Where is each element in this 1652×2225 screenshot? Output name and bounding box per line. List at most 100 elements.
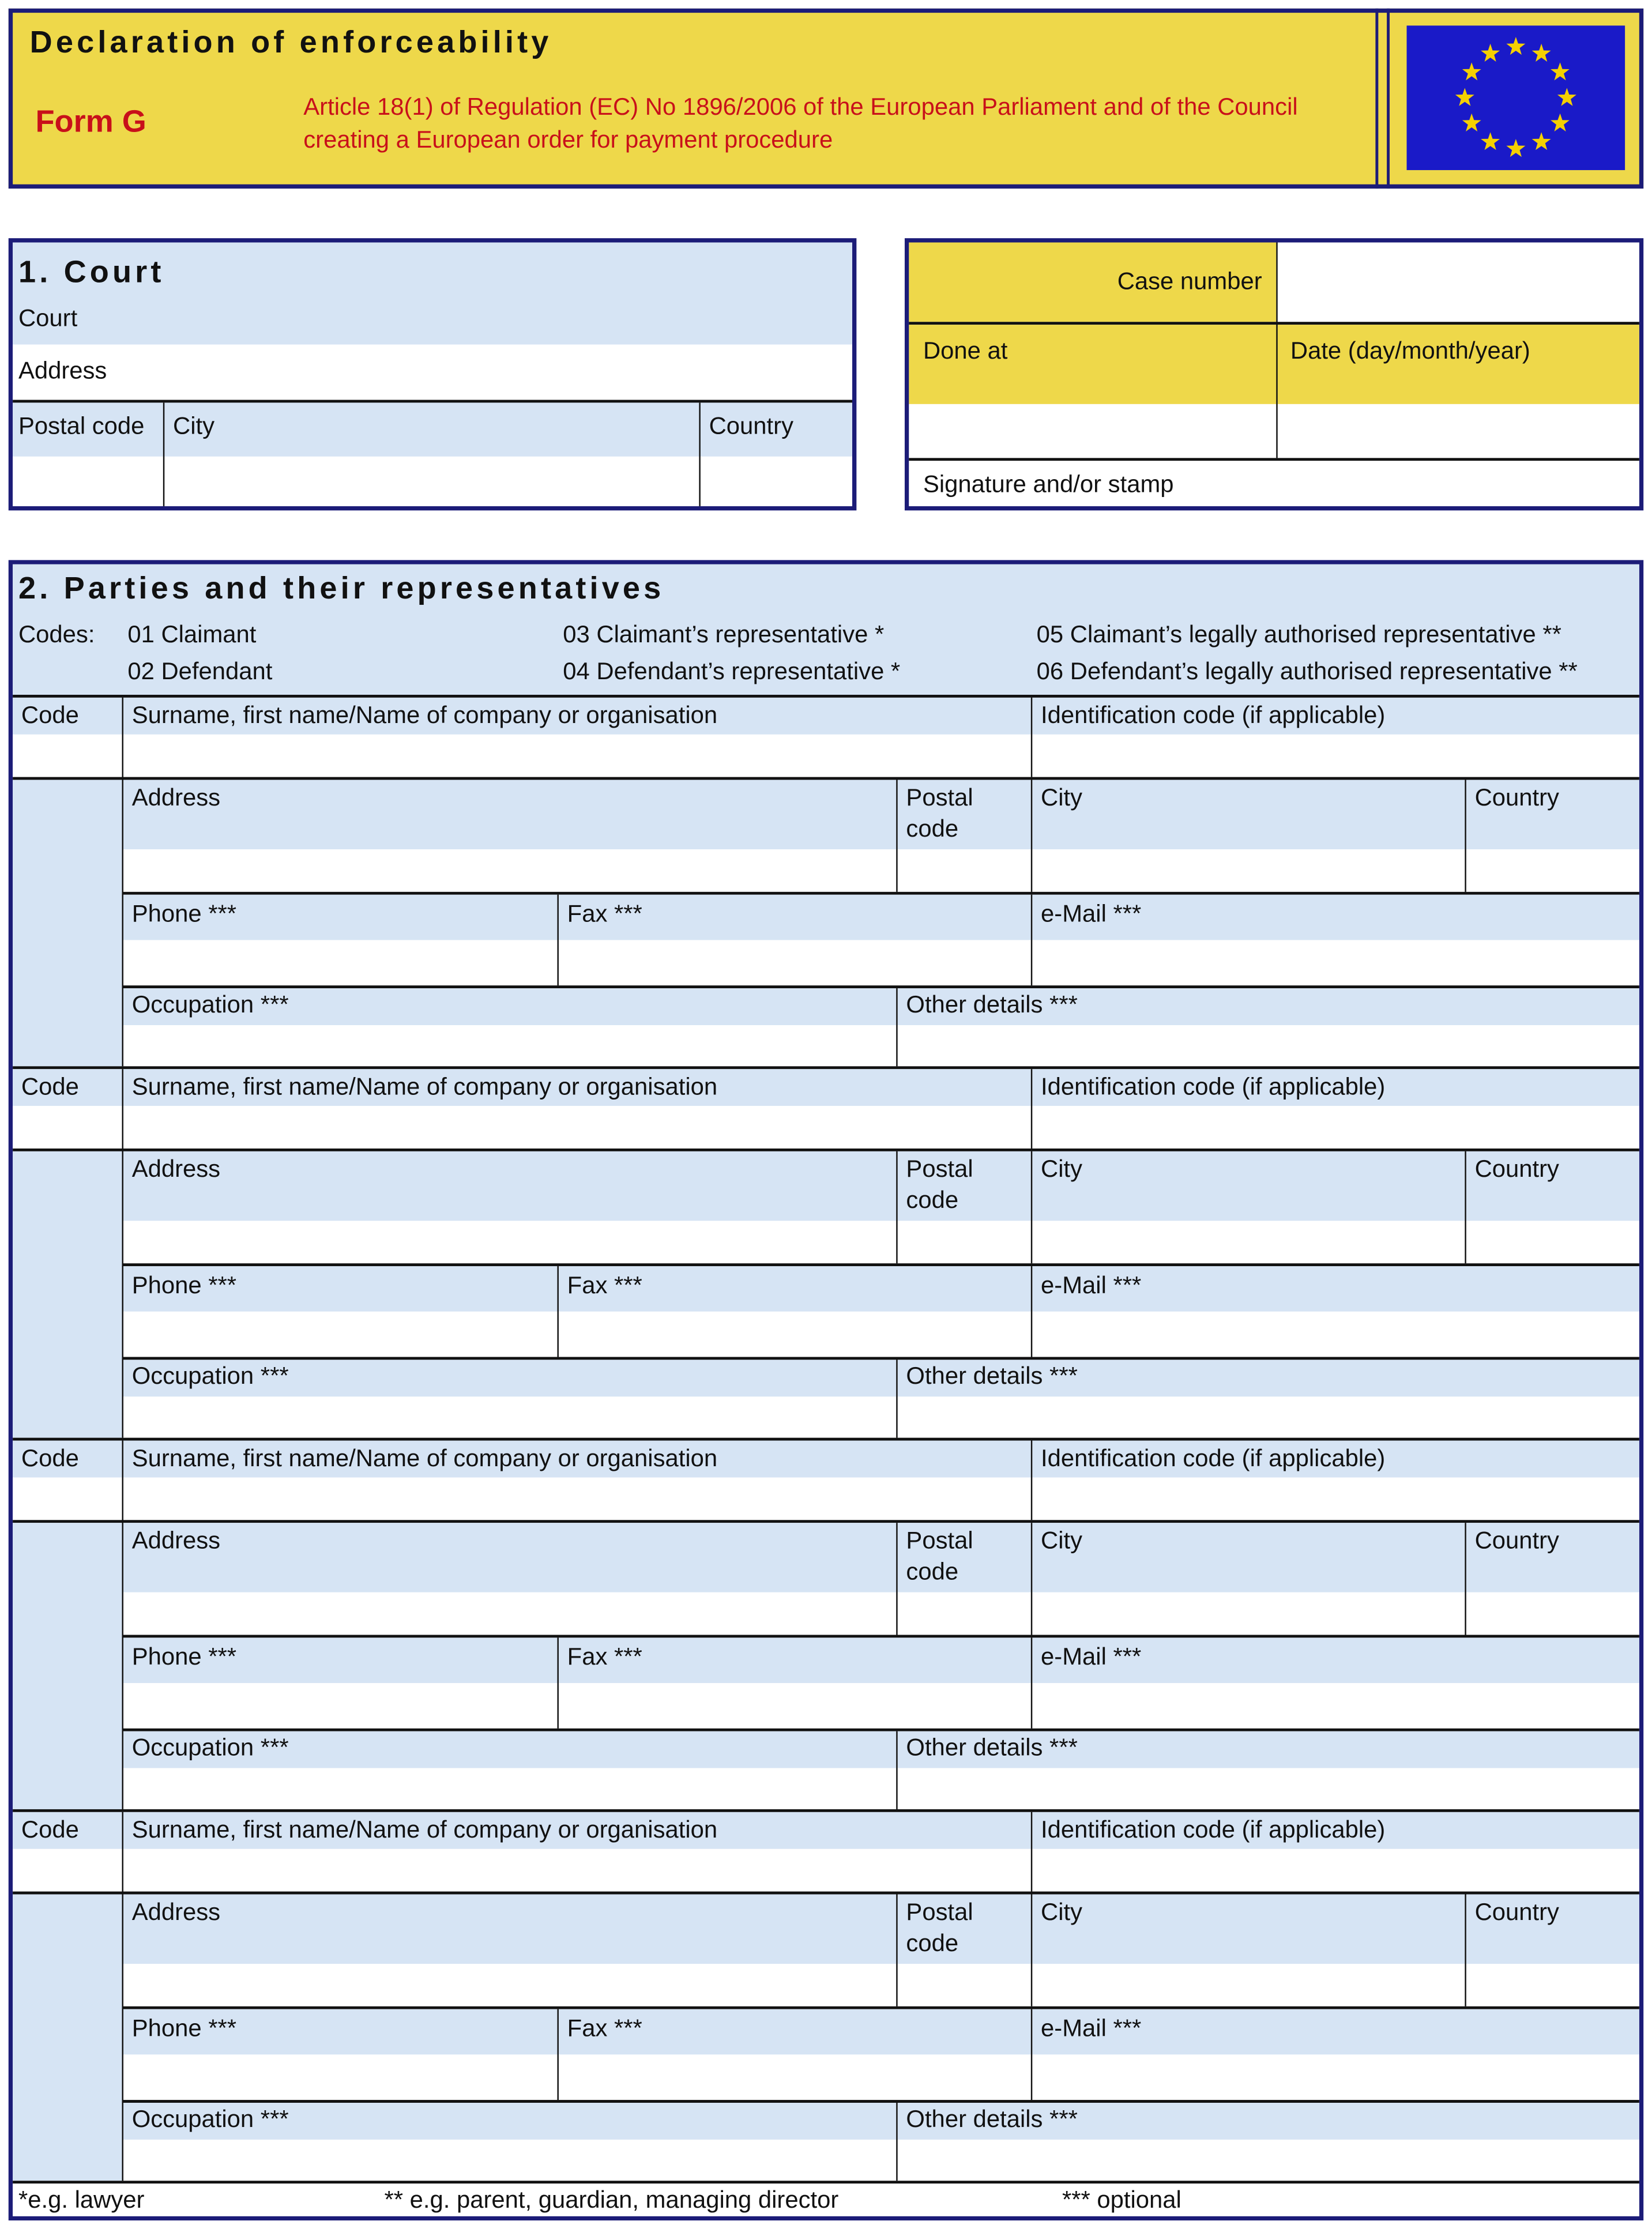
occupation-input[interactable] [123,1396,897,1438]
occupation-input[interactable] [123,2139,897,2181]
divider [13,1520,1639,1523]
address-input[interactable] [123,1963,897,2006]
address-input[interactable] [123,1221,897,1264]
divider [1030,1266,1033,1357]
country-label: Country [1474,1527,1559,1554]
done-at-label: Done at [923,337,1008,365]
id-input[interactable] [1032,734,1639,777]
address-label: Address [131,784,221,811]
other-details-input[interactable] [897,1025,1639,1067]
code-input[interactable] [13,734,122,777]
divider [1030,697,1033,777]
done-at-input[interactable] [909,404,1277,458]
fax-input[interactable] [558,940,1031,986]
phone-input[interactable] [123,1683,558,1729]
divider [1030,2009,1033,2100]
city-input[interactable] [1032,849,1465,892]
name-label: Surname, first name/Name of company or o… [131,1444,718,1472]
city-input[interactable] [1032,1221,1465,1264]
fax-input[interactable] [558,1311,1031,1357]
name-input[interactable] [123,734,1031,777]
divider [122,1357,1639,1360]
email-input[interactable] [1032,1311,1639,1357]
phone-input[interactable] [123,940,558,986]
fax-cell: Fax *** [558,1637,1031,1684]
city-input[interactable] [1032,1963,1465,2006]
other-details-input[interactable] [897,1768,1639,1809]
city-input[interactable] [1032,1592,1465,1635]
country-cell: Country [1466,1151,1639,1221]
divider [122,1263,1639,1267]
divider [1030,780,1033,892]
case-number-input[interactable] [1277,242,1639,322]
divider [122,985,1639,989]
country-input[interactable] [1466,849,1639,892]
name-input[interactable] [123,1848,1031,1892]
name-cell: Surname, first name/Name of company or o… [123,697,1031,735]
divider [1465,780,1466,892]
address-input[interactable] [123,849,897,892]
parties-title: 2. Parties and their representatives [18,570,665,606]
postal-code-input[interactable] [897,1592,1031,1635]
postal-code-input[interactable] [897,1963,1031,2006]
code-input[interactable] [13,1106,122,1149]
other-details-input[interactable] [897,2139,1639,2181]
name-input[interactable] [123,1477,1031,1520]
occupation-input[interactable] [123,1025,897,1067]
divider [122,1812,123,2181]
fax-input[interactable] [558,1683,1031,1729]
code-label: Code [21,1444,79,1472]
email-input[interactable] [1032,1683,1639,1729]
form-label: Form G [35,103,146,140]
id-label: Identification code (if applicable) [1041,1073,1386,1101]
country-label: Country [1474,1155,1559,1183]
star-icon [1481,43,1500,62]
fax-label: Fax *** [567,1643,642,1670]
id-input[interactable] [1032,1477,1639,1520]
city-label: City [173,412,215,440]
country-input[interactable] [1466,1963,1639,2006]
code-input[interactable] [13,1848,122,1892]
postal-code-input[interactable] [13,456,163,506]
divider [1030,1069,1033,1149]
other-details-cell: Other details *** [897,1731,1639,1768]
other-details-input[interactable] [897,1396,1639,1438]
signature-field[interactable]: Signature and/or stamp [909,461,1639,506]
phone-input[interactable] [123,1311,558,1357]
code-04: 04 Defendant’s representative * [563,658,901,685]
divider [1465,1523,1466,1635]
date-input[interactable] [1277,404,1639,458]
divider [122,891,1639,895]
name-input[interactable] [123,1106,1031,1149]
id-cell: Identification code (if applicable) [1032,1812,1639,1849]
fax-input[interactable] [558,2054,1031,2100]
code-input[interactable] [13,1477,122,1520]
divider [557,1266,559,1357]
address-cell: Address [123,1894,897,1964]
divider [557,2009,559,2100]
occupation-cell: Occupation *** [123,1360,897,1397]
divider [13,1148,1639,1151]
country-input[interactable] [1466,1221,1639,1264]
city-input[interactable] [164,456,699,506]
address-input[interactable] [123,1592,897,1635]
occupation-label: Occupation *** [131,991,289,1018]
address-field[interactable]: Address [13,344,852,400]
postal-code-input[interactable] [897,849,1031,892]
email-input[interactable] [1032,940,1639,986]
court-label: Court [18,304,78,332]
postal-code-input[interactable] [897,1221,1031,1264]
form-title: Declaration of enforceability [29,24,552,60]
occupation-input[interactable] [123,1768,897,1809]
id-input[interactable] [1032,1848,1639,1892]
code-column [13,1523,122,1809]
occupation-cell: Occupation *** [123,2102,897,2140]
postal-code-label: Postal code [906,1155,973,1214]
country-input[interactable] [1466,1592,1639,1635]
id-input[interactable] [1032,1106,1639,1149]
email-input[interactable] [1032,2054,1639,2100]
country-input[interactable] [700,456,852,506]
divider [1030,1894,1033,2006]
footnote-1: *e.g. lawyer [18,2186,145,2213]
phone-input[interactable] [123,2054,558,2100]
